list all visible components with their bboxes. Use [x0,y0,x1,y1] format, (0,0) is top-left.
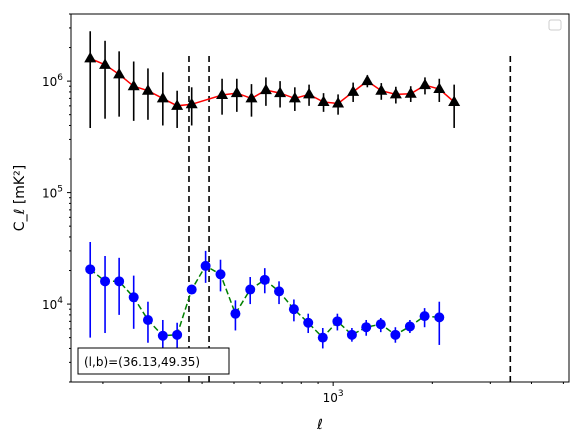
annotation-box [77,347,230,375]
data-point [172,329,183,340]
legend [548,19,562,31]
data-point [245,284,256,295]
annotation-text: (l,b)=(36.13,49.35) [84,355,200,369]
data-point [84,51,97,63]
x-tick-label: 103 [323,389,344,405]
data-point [142,314,153,325]
data-point [390,329,401,340]
data-point [361,74,374,86]
y-axis-label: C_ℓ [mK²] [12,165,28,231]
data-point [230,308,241,319]
data-point [100,276,111,287]
data-point [156,91,169,103]
y-tick-label: 106 [42,73,63,89]
data-point [128,292,139,303]
data-point [375,319,386,330]
data-point [216,88,229,100]
legend-box [548,19,562,31]
data-point [200,260,211,271]
data-point [361,322,372,333]
data-point [127,79,140,91]
data-point [404,321,415,332]
data-point [157,330,168,341]
annotation: (l,b)=(36.13,49.35) [77,347,230,375]
plot-area [70,13,570,383]
data-point [288,304,299,315]
data-point [215,269,226,280]
data-point [303,317,314,328]
data-point [448,95,461,106]
x-axis-label: ℓ [316,417,323,433]
data-point [185,97,198,109]
y-tick-label: 105 [42,185,63,201]
data-point [186,284,197,295]
data-point [113,67,126,79]
data-point [259,274,270,285]
data-point [433,82,446,93]
plot-frame [70,13,570,383]
data-point [317,95,330,106]
data-point [230,86,243,98]
data-point [259,83,272,95]
series-line [89,57,455,107]
data-point [346,329,357,340]
data-point [347,85,360,96]
data-point [274,86,287,98]
data-point [419,311,430,322]
data-point [114,276,125,287]
data-point [332,96,345,108]
data-point [274,286,285,297]
data-point [288,91,301,103]
data-point [418,78,431,90]
series-1 [85,242,445,360]
data-point [332,316,343,327]
data-point [375,84,388,95]
data-point [245,91,258,103]
series-0 [84,31,461,128]
data-point [171,99,184,110]
data-point [404,87,417,98]
data-point [303,87,316,99]
data-point [317,332,328,343]
data-point [85,264,96,275]
data-point [389,87,402,99]
data-point [434,312,445,323]
y-tick-label: 104 [42,296,63,312]
data-point [99,58,112,69]
series-layer [84,31,461,360]
data-point [141,84,154,95]
